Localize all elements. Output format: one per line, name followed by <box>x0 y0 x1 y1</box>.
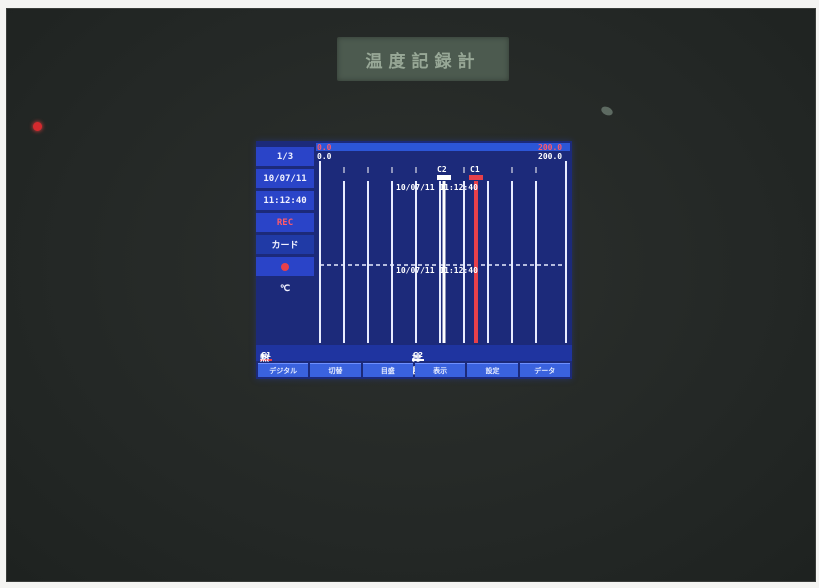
alarm-dot-icon <box>281 262 289 271</box>
scale-bar <box>316 143 570 151</box>
page-indicator[interactable]: 1/3 <box>256 147 314 166</box>
timestamp-lower: 10/07/11 11:12:40 <box>396 266 478 275</box>
marker-c1-box <box>469 175 483 180</box>
softkey-4[interactable]: 表示 <box>414 363 466 377</box>
timestamp-upper: 10/07/11 11:12:40 <box>396 183 478 192</box>
time-display: 11:12:40 <box>256 191 314 210</box>
softkey-2[interactable]: 切替 <box>310 363 361 377</box>
tick-marks <box>343 167 537 173</box>
channel-c1-tag: C1 <box>260 351 273 361</box>
power-led-indicator <box>33 122 42 131</box>
softkey-1[interactable]: デジタル <box>258 363 309 377</box>
recorder-display: 1/3 10/07/11 11:12:40 REC カード ℃ 0.0 0.0 … <box>256 141 572 379</box>
scale-right-max-white: 200.0 <box>538 152 563 161</box>
marker-c2-box <box>437 175 451 180</box>
chart-gridlines <box>319 161 567 343</box>
softkey-6[interactable]: データ <box>519 363 570 377</box>
marker-c1-label: C1 <box>470 165 480 174</box>
marker-c2-label: C2 <box>437 165 447 174</box>
softkey-3[interactable]: 目盛 <box>362 363 413 377</box>
screw-glint <box>599 104 615 118</box>
trend-chart: C2 C1 10/07/11 11:12:40 10/07/11 11:12:4… <box>319 161 567 343</box>
card-status: カード <box>256 235 314 254</box>
scale-left-min-white: 0.0 <box>317 152 332 161</box>
status-panel: 1/3 10/07/11 11:12:40 REC カード ℃ <box>256 147 314 347</box>
scale-right-max: 200.0 <box>538 143 563 152</box>
channel-c2-tag: C2 <box>412 351 425 361</box>
alarm-indicator <box>256 257 314 276</box>
device-title: 温度記録計 <box>365 51 481 72</box>
record-status: REC <box>256 213 314 232</box>
device-nameplate: 温度記録計 <box>337 37 509 81</box>
scale-left-min: 0.0 <box>317 143 332 152</box>
softkey-bar: デジタル 切替 目盛 表示 設定 データ <box>258 363 570 377</box>
softkey-5[interactable]: 設定 <box>467 363 518 377</box>
date-display: 10/07/11 <box>256 169 314 188</box>
channel-legend: C1熱風入口温度 C2排風出口温度 <box>256 345 572 377</box>
unit-label: ℃ <box>279 283 291 294</box>
